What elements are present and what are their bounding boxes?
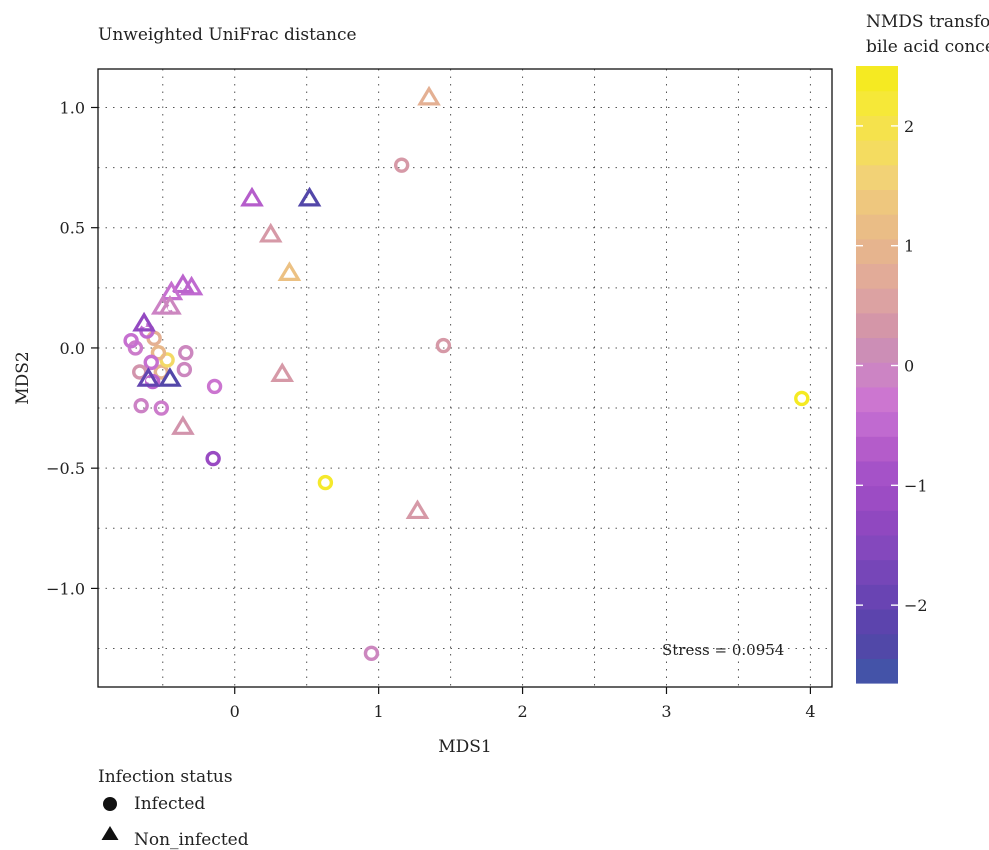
colorbar-segment	[856, 460, 898, 487]
infected-point	[178, 345, 194, 361]
colorbar-tick-label: −2	[904, 596, 928, 615]
legend-title: Infection status	[98, 767, 233, 787]
colorbar-segment	[856, 337, 898, 363]
gridlines	[98, 69, 832, 687]
non-infected-point	[417, 85, 441, 106]
legend: Infection status Infected Non_infected	[98, 767, 249, 850]
plot-frame	[97, 68, 833, 688]
infected-point	[393, 157, 410, 173]
infected-point	[133, 397, 149, 414]
colorbar-segment	[856, 559, 898, 585]
non-infected-point	[171, 415, 195, 435]
x-tick-label: 2	[517, 702, 527, 721]
colorbar-segment	[856, 214, 898, 240]
non-infected-point	[240, 186, 264, 207]
x-tick-label: 3	[661, 702, 671, 721]
colorbar: −2 −1 0 1 2	[856, 66, 928, 684]
non-infected-point-center	[249, 197, 255, 203]
legend-triangle-marker	[101, 826, 119, 840]
colorbar-segment	[856, 658, 898, 684]
chart-title: Unweighted UniFrac distance	[98, 25, 357, 45]
colorbar-segment	[856, 164, 898, 190]
legend-circle-marker	[103, 797, 117, 811]
non-infected-point-center	[426, 96, 432, 102]
y-tick-label: 0.0	[60, 339, 85, 358]
non-infected-point-center	[307, 197, 312, 203]
non-infected-point	[277, 261, 302, 281]
non-infected-point	[136, 367, 161, 387]
infected-point	[176, 361, 193, 378]
non-infected-point	[158, 367, 182, 387]
y-tick-label: −0.5	[46, 459, 85, 478]
colorbar-segment	[856, 411, 898, 437]
infected-point	[794, 390, 810, 407]
infected-point	[146, 330, 162, 347]
axis-ticks: 0 1 2 3 4 −1.0 −0.5 0.0 0.5 1.0	[46, 98, 815, 721]
x-axis-label: MDS1	[438, 737, 492, 757]
colorbar-segment	[856, 633, 898, 659]
colorbar-tick-label: 1	[904, 237, 914, 256]
non-infected-point-center	[180, 425, 186, 431]
colorbar-tick-label: −1	[904, 476, 928, 495]
colorbar-title-line1: NMDS transformed	[866, 12, 989, 32]
y-tick-label: 1.0	[60, 98, 85, 117]
infected-point	[317, 474, 334, 491]
non-infected-point-center	[167, 377, 173, 383]
colorbar-segment	[856, 90, 898, 116]
colorbar-segment	[856, 263, 898, 289]
colorbar-segment	[856, 608, 898, 635]
non-infected-point-center	[287, 272, 292, 277]
infected-point	[143, 354, 159, 371]
colorbar-segment	[856, 386, 898, 413]
non-infected-point-center	[180, 284, 186, 289]
colorbar-segment	[856, 534, 898, 561]
colorbar-tick-label: 2	[904, 117, 914, 136]
infected-point	[123, 333, 139, 349]
non-infected-point	[270, 362, 295, 382]
infected-point	[206, 378, 223, 395]
non-infected-point	[132, 311, 156, 332]
colorbar-tick-label: 0	[904, 357, 914, 376]
y-tick-label: 0.5	[60, 219, 85, 238]
infected-point	[153, 400, 170, 416]
colorbar-segment	[856, 189, 898, 215]
y-tick-label: −1.0	[46, 579, 85, 598]
infected-point	[435, 337, 452, 354]
infected-point	[205, 450, 221, 467]
infected-point	[363, 645, 380, 662]
non-infected-point-center	[167, 305, 173, 311]
colorbar-segment	[856, 362, 898, 388]
non-infected-point	[405, 499, 430, 520]
non-infected-point-center	[169, 291, 174, 296]
colorbar-segment	[856, 288, 898, 314]
legend-label-non-infected: Non_infected	[134, 830, 249, 850]
stress-annotation: Stress = 0.0954	[662, 641, 784, 659]
colorbar-segment	[856, 66, 898, 92]
colorbar-segment	[856, 510, 898, 536]
non-infected-point-center	[279, 373, 285, 378]
infected-point	[150, 345, 167, 361]
x-tick-label: 4	[805, 702, 815, 721]
colorbar-segment	[856, 238, 898, 265]
colorbar-segment	[856, 115, 898, 141]
scatter-points	[123, 85, 810, 662]
colorbar-segment	[856, 140, 898, 166]
x-tick-label: 1	[374, 702, 384, 721]
colorbar-segment	[856, 485, 898, 511]
non-infected-point-center	[141, 322, 147, 328]
colorbar-segment	[856, 436, 898, 462]
non-infected-point	[258, 222, 283, 243]
y-axis-label: MDS2	[13, 351, 33, 405]
non-infected-point-center	[268, 233, 274, 239]
x-tick-label: 0	[230, 702, 240, 721]
colorbar-title-line2: bile acid concentrations	[866, 37, 989, 57]
non-infected-point	[297, 186, 322, 207]
non-infected-point	[171, 273, 195, 294]
legend-label-infected: Infected	[134, 794, 205, 814]
non-infected-point	[158, 294, 182, 315]
non-infected-point-center	[415, 510, 420, 515]
colorbar-segment	[856, 312, 898, 339]
non-infected-point-center	[146, 377, 151, 383]
